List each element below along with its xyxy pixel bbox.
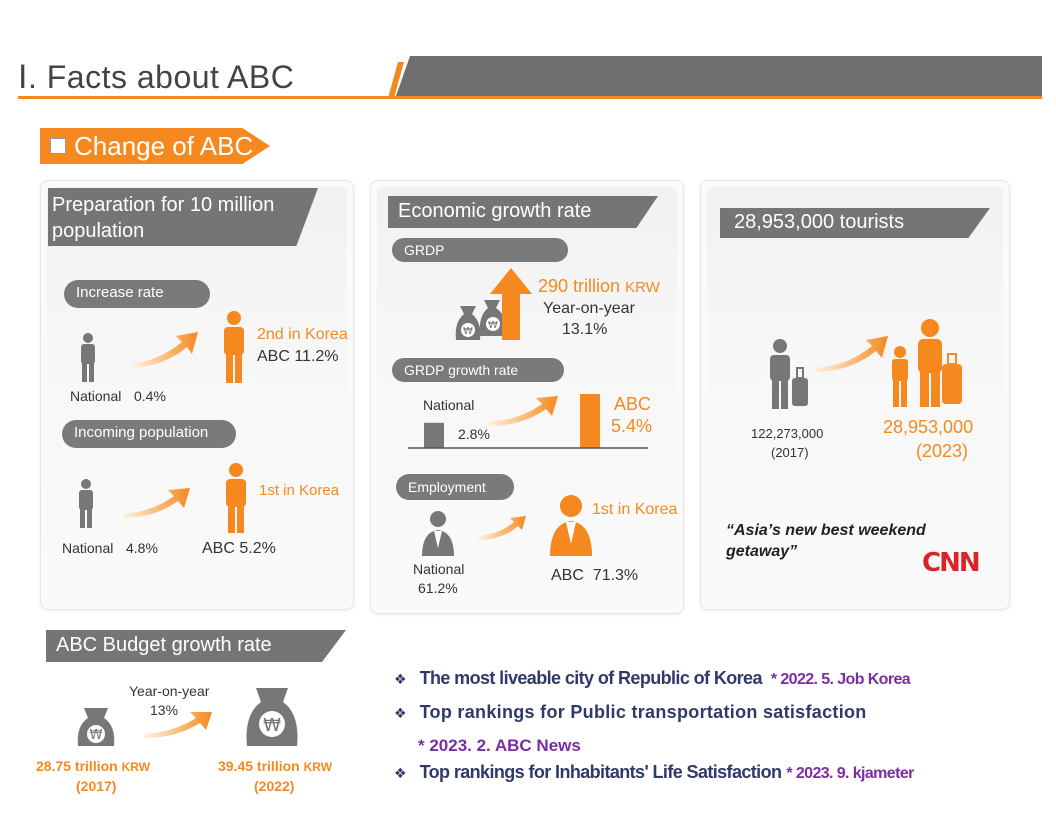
economy-title-ribbon: Economic growth rate xyxy=(388,196,658,228)
traveler-icon xyxy=(770,339,808,409)
budget-before-unit: KRW xyxy=(121,760,151,774)
population-title-line2: population xyxy=(52,220,145,242)
growth-national-value: 2.8% xyxy=(458,426,490,442)
quote-line2: getaway” xyxy=(726,543,798,560)
cnn-logo: CNN xyxy=(922,548,981,578)
employment-national-value: 61.2% xyxy=(418,580,458,596)
grdp-yoy-label: Year-on-year xyxy=(543,300,635,317)
person-orange-icon xyxy=(224,311,244,383)
tourism-before-year: (2017) xyxy=(771,445,809,460)
fact-1-text: The most liveable city of Republic of Ko… xyxy=(419,668,763,688)
incoming-population-pill: Incoming population xyxy=(62,420,236,448)
tourism-after-year: (2023) xyxy=(916,441,969,461)
increase-national-label: National xyxy=(70,388,122,404)
fact-item-2-source: * 2023. 2. ABC News xyxy=(418,736,581,756)
fact-2-source-name: ABC News xyxy=(494,736,581,755)
employment-pill: Employment xyxy=(396,474,514,500)
tourism-quote: “Asia’s new best weekend getaway” xyxy=(726,520,926,562)
budget-after: 39.45 trillion KRW xyxy=(218,758,332,774)
population-title-ribbon: Preparation for 10 million population xyxy=(48,188,318,246)
grdp-growth-pill: GRDP growth rate xyxy=(392,358,564,382)
svg-text:₩: ₩ xyxy=(263,715,281,736)
up-arrow-icon xyxy=(490,268,532,340)
increase-rate-pill: Increase rate xyxy=(64,280,210,308)
incoming-national-value: 4.8% xyxy=(126,540,158,556)
growth-abc-value: 5.4% xyxy=(611,416,653,436)
bullet-icon: ❖ xyxy=(394,705,407,721)
population-title-line1: Preparation for 10 million xyxy=(52,194,275,216)
bar-abc xyxy=(580,394,600,448)
fact-item-2: ❖ Top rankings for Public transportation… xyxy=(394,702,867,723)
bullet-icon: ❖ xyxy=(394,671,407,687)
fact-2-text: Top rankings for Public transportation s… xyxy=(419,702,867,722)
money-bag-icon: ₩ ₩ xyxy=(455,300,507,340)
person-icon xyxy=(81,333,95,382)
arrow-icon xyxy=(478,516,526,540)
tourism-title-ribbon: 28,953,000 tourists xyxy=(720,208,990,238)
employment-rank: 1st in Korea xyxy=(592,501,678,518)
incoming-rank: 1st in Korea xyxy=(259,482,340,499)
section-label: Change of ABC xyxy=(74,131,254,161)
businessman-orange-icon xyxy=(550,495,592,556)
growth-bar-chart xyxy=(408,394,648,449)
employment-abc-value: ABC 71.3% xyxy=(551,567,639,584)
budget-before: 28.75 trillion KRW xyxy=(36,758,150,774)
employment-national-label: National xyxy=(413,561,465,577)
population-panel xyxy=(40,180,354,610)
money-bag-large-icon: ₩ xyxy=(246,688,298,746)
tourism-before-value: 122,273,000 xyxy=(751,426,824,441)
quote-line1: “Asia’s new best weekend xyxy=(726,522,926,539)
increase-abc-value: ABC 11.2% xyxy=(257,348,339,365)
grdp-yoy-value: 13.1% xyxy=(562,321,608,338)
bar-national xyxy=(424,422,444,448)
incoming-national-label: National xyxy=(62,540,114,556)
title-decor-bar xyxy=(396,56,1042,96)
increase-rank: 2nd in Korea xyxy=(257,326,348,343)
page-title: Ⅰ. Facts about ABC xyxy=(18,59,295,95)
budget-before-year: (2017) xyxy=(76,778,117,794)
money-bag-icon: ₩ xyxy=(77,708,115,746)
tourism-title: 28,953,000 tourists xyxy=(734,211,905,233)
budget-yoy-value: 13% xyxy=(150,702,179,718)
arrow-icon xyxy=(814,336,888,372)
person-orange-icon xyxy=(226,463,246,533)
fact-2-source-prefix: * 2023. 2. xyxy=(418,736,491,755)
bullet-icon: ❖ xyxy=(394,765,407,781)
checkbox-icon xyxy=(50,138,66,154)
incoming-abc-value: ABC 5.2% xyxy=(202,540,276,557)
budget-after-year: (2022) xyxy=(254,778,295,794)
growth-national-label: National xyxy=(423,397,475,413)
arrow-icon xyxy=(144,712,212,738)
svg-text:₩: ₩ xyxy=(463,326,473,337)
fact-item-3: ❖ Top rankings for Inhabitants' Life Sat… xyxy=(394,762,914,783)
grdp-unit: KRW xyxy=(625,279,660,296)
increase-national-value: 0.4% xyxy=(134,388,166,404)
arrow-icon xyxy=(122,488,190,518)
budget-yoy-label: Year-on-year xyxy=(129,683,210,699)
economy-title: Economic growth rate xyxy=(398,200,592,222)
title-underline xyxy=(18,96,1042,99)
tourism-after-value: 28,953,000 xyxy=(883,417,974,437)
budget-title-ribbon: ABC Budget growth rate xyxy=(46,630,346,662)
grdp-value: 290 trillion KRW xyxy=(538,276,660,297)
grdp-amount: 290 trillion xyxy=(538,276,621,296)
arrow-icon xyxy=(132,332,198,368)
svg-text:₩: ₩ xyxy=(90,728,103,743)
grdp-pill: GRDP xyxy=(392,238,568,262)
arrow-icon xyxy=(488,396,558,426)
budget-before-value: 28.75 trillion xyxy=(36,758,118,774)
person-icon xyxy=(79,479,93,528)
budget-title: ABC Budget growth rate xyxy=(56,634,272,656)
svg-text:₩: ₩ xyxy=(488,320,498,331)
budget-after-unit: KRW xyxy=(303,760,333,774)
fact-3-text: Top rankings for Inhabitants' Life Satis… xyxy=(419,762,782,782)
growth-abc-label: ABC xyxy=(614,394,652,414)
businessman-icon xyxy=(422,511,454,556)
budget-after-value: 39.45 trillion xyxy=(218,758,300,774)
fact-1-source: * 2022. 5. Job Korea xyxy=(770,671,911,688)
fact-3-source: * 2023. 9. kjameter xyxy=(786,765,914,782)
section-tag: Change of ABC xyxy=(40,128,270,164)
fact-item-1: ❖ The most liveable city of Republic of … xyxy=(394,668,911,689)
family-traveler-icon xyxy=(892,319,962,407)
